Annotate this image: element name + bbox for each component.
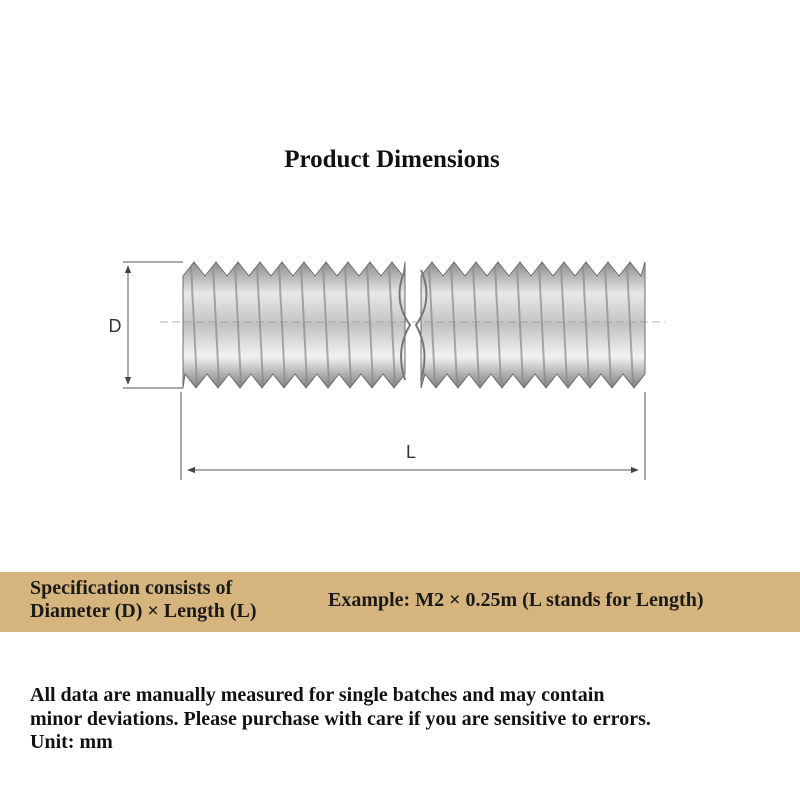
spec-line: Specification consists of: [30, 577, 233, 599]
break-edge: [398, 269, 412, 381]
notice-line: minor deviations. Please purchase with c…: [30, 707, 651, 730]
thread-groove: [516, 265, 524, 385]
thread-groove: [494, 265, 502, 385]
thread-groove: [234, 265, 242, 385]
thread-groove: [626, 265, 634, 385]
dimension-lines: [123, 261, 646, 480]
spec-line: Diameter (D) × Length (L): [30, 600, 257, 622]
thread-groove: [604, 265, 612, 385]
title: Product Dimensions: [284, 146, 500, 173]
thread-groove: [428, 265, 436, 385]
notice-line: Unit: mm: [30, 731, 113, 753]
thread-groove: [450, 265, 458, 385]
thread-groove: [190, 265, 198, 385]
thread-groove: [322, 265, 330, 385]
diagram: D L: [109, 261, 665, 480]
break-edge: [414, 269, 428, 381]
thread-groove: [388, 265, 396, 385]
thread-groove: [300, 265, 308, 385]
thread-groove: [256, 265, 264, 385]
notice-line: All data are manually measured for singl…: [30, 684, 605, 706]
thread-groove: [278, 265, 286, 385]
threaded-rod: [160, 261, 665, 389]
thread-groove: [472, 265, 480, 385]
thread-groove: [560, 265, 568, 385]
thread-groove: [538, 265, 546, 385]
thread-groove: [366, 265, 374, 385]
thread-groove: [212, 265, 220, 385]
length-label: L: [406, 442, 416, 462]
thread-groove: [582, 265, 590, 385]
spec-banner: Specification consists of Diameter (D) ×…: [0, 572, 800, 632]
notice: All data are manually measured for singl…: [30, 684, 651, 755]
thread-groove: [344, 265, 352, 385]
example-text: Example: M2 × 0.25m (L stands for Length…: [328, 589, 704, 611]
spec-text: Specification consists of Diameter (D) ×…: [30, 577, 257, 623]
diameter-label: D: [109, 316, 122, 336]
